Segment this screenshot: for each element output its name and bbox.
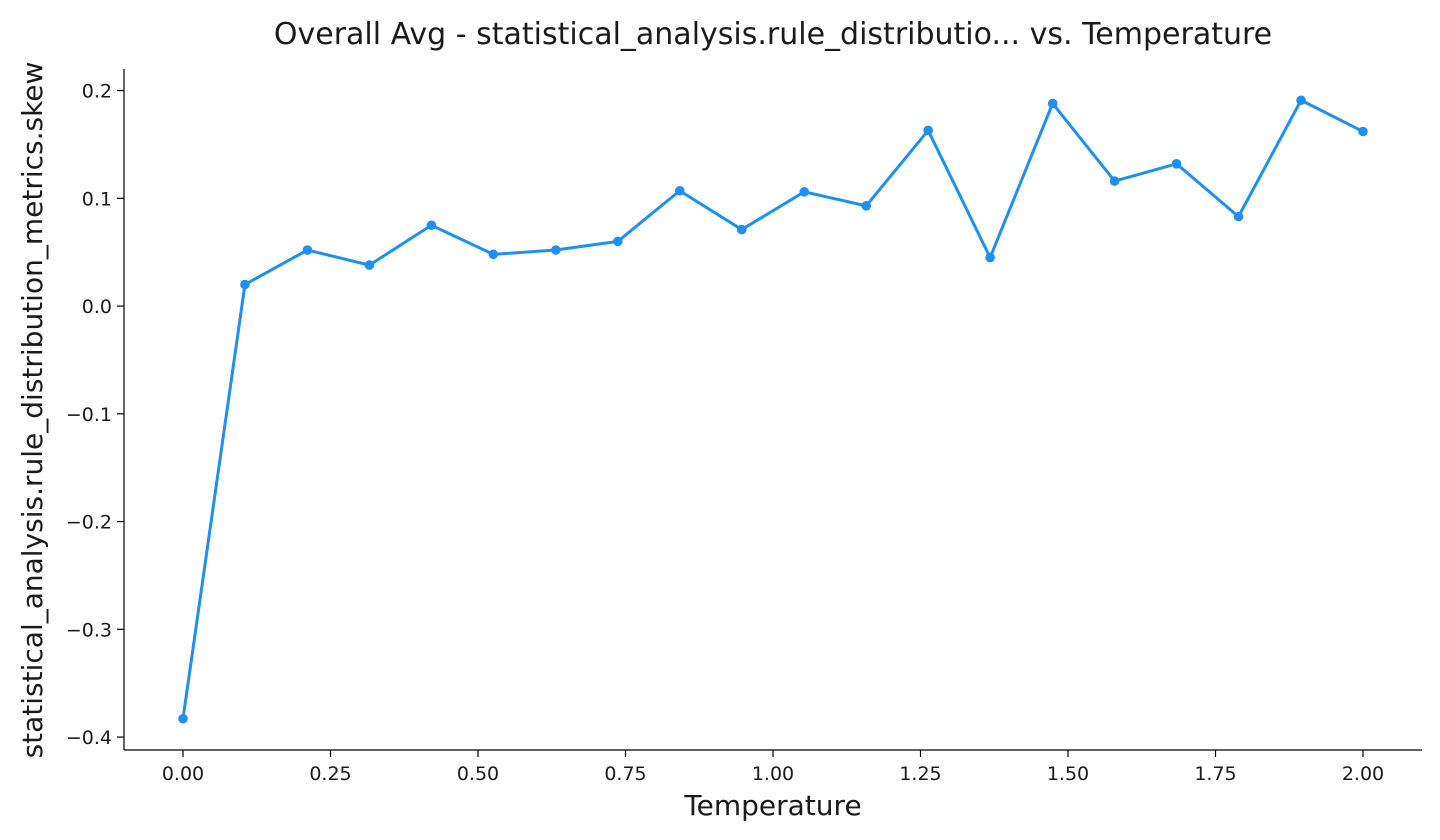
x-tick-label: 0.50 bbox=[457, 763, 499, 785]
y-axis-label: statistical_analysis.rule_distribution_m… bbox=[16, 62, 49, 759]
y-tick-label: −0.4 bbox=[66, 727, 112, 749]
data-point bbox=[1109, 176, 1120, 186]
y-tick-label: −0.2 bbox=[66, 512, 112, 534]
data-point bbox=[551, 245, 561, 255]
data-point bbox=[178, 713, 188, 724]
y-tick-label: 0.1 bbox=[82, 188, 112, 210]
data-point bbox=[364, 260, 375, 270]
x-tick-label: 0.00 bbox=[162, 763, 204, 785]
data-point bbox=[736, 224, 747, 235]
x-tick-label: 1.00 bbox=[752, 763, 794, 785]
y-ticks: 0.2 0.1 0.0 −0.1 −0.2 −0.3 −0.4 bbox=[66, 81, 124, 749]
y-tick-label: −0.3 bbox=[66, 619, 112, 641]
data-point bbox=[1358, 126, 1368, 137]
data-point bbox=[613, 236, 623, 247]
y-tick-label: 0.2 bbox=[82, 81, 112, 103]
x-tick-label: 1.25 bbox=[899, 763, 941, 785]
x-tick-label: 0.75 bbox=[604, 763, 646, 785]
data-point bbox=[923, 125, 933, 136]
data-point bbox=[799, 187, 810, 197]
data-point bbox=[674, 185, 685, 196]
x-tick-label: 2.00 bbox=[1342, 763, 1384, 785]
data-point bbox=[861, 201, 872, 211]
chart-title: Overall Avg - statistical_analysis.rule_… bbox=[274, 17, 1272, 52]
data-point bbox=[1296, 95, 1306, 106]
data-point bbox=[426, 220, 437, 231]
x-ticks: 0.00 0.25 0.50 0.75 1.00 1.25 1.50 1.75 2.00 bbox=[162, 750, 1384, 785]
data-point bbox=[1047, 98, 1058, 109]
series-line bbox=[181, 98, 1365, 721]
data-point bbox=[240, 279, 250, 290]
data-point bbox=[488, 249, 499, 260]
data-point bbox=[302, 245, 313, 255]
series bbox=[178, 95, 1368, 724]
x-tick-label: 1.50 bbox=[1047, 763, 1089, 785]
data-point bbox=[1233, 211, 1244, 222]
axes: 0.00 0.25 0.50 0.75 1.00 1.25 1.50 1.75 2.00 0.2… bbox=[66, 69, 1422, 785]
y-tick-label: 0.0 bbox=[82, 296, 112, 318]
x-tick-label: 0.25 bbox=[309, 763, 351, 785]
x-axis-label: Temperature bbox=[683, 789, 861, 822]
data-point bbox=[1171, 159, 1182, 169]
y-tick-label: −0.1 bbox=[66, 404, 112, 426]
data-point bbox=[985, 252, 995, 263]
x-tick-label: 1.75 bbox=[1194, 763, 1236, 785]
